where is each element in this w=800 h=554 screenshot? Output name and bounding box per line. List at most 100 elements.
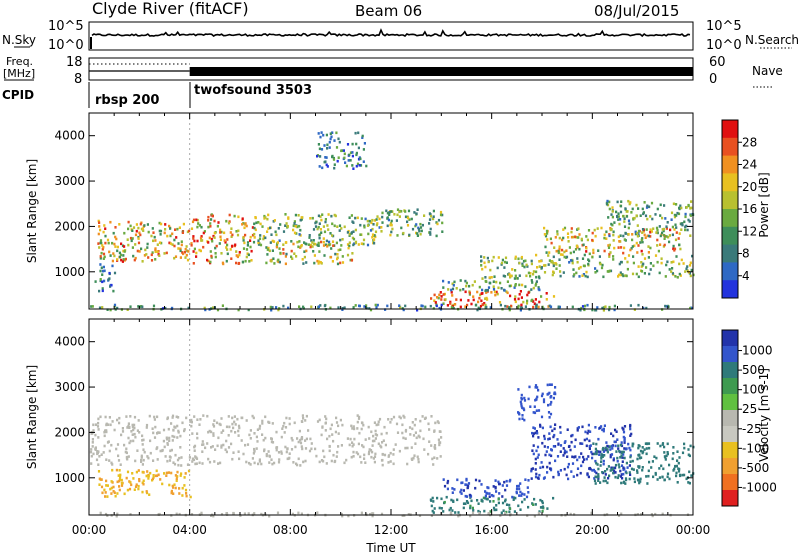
heatmap-cell <box>114 494 117 498</box>
heatmap-cell <box>634 232 637 236</box>
heatmap-cell <box>637 207 640 210</box>
heatmap-cell <box>631 238 634 242</box>
heatmap-cell <box>465 500 469 503</box>
heatmap-cell <box>225 439 228 443</box>
heatmap-cell <box>101 269 105 273</box>
heatmap-cell <box>106 495 109 498</box>
heatmap-cell <box>622 472 625 476</box>
heatmap-cell <box>537 275 541 278</box>
heatmap-cell <box>324 218 327 221</box>
heatmap-cell <box>424 305 427 309</box>
heatmap-cell <box>198 224 201 227</box>
heatmap-cell <box>687 203 690 207</box>
heatmap-cell <box>112 289 115 293</box>
heatmap-cell <box>104 227 107 230</box>
heatmap-cell <box>174 474 177 477</box>
heatmap-cell <box>266 230 269 233</box>
heatmap-cell <box>302 417 305 420</box>
heatmap-cell <box>122 254 125 257</box>
heatmap-cell <box>440 298 443 301</box>
heatmap-cell <box>691 254 694 258</box>
heatmap-cell <box>280 435 283 439</box>
heatmap-cell <box>201 239 204 242</box>
heatmap-cell <box>208 236 211 240</box>
heatmap-cell <box>496 292 499 296</box>
heatmap-cell <box>100 251 103 255</box>
heatmap-cell <box>136 429 139 432</box>
heatmap-cell <box>454 511 457 514</box>
heatmap-cell <box>665 235 668 238</box>
heatmap-cell <box>111 468 114 472</box>
heatmap-cell <box>165 471 168 475</box>
heatmap-cell <box>209 222 212 225</box>
heatmap-cell <box>603 454 606 457</box>
heatmap-cell <box>570 470 573 473</box>
heatmap-cell <box>446 304 449 307</box>
heatmap-cell <box>665 227 668 230</box>
heatmap-cell <box>628 464 631 467</box>
heatmap-cell <box>451 491 454 494</box>
heatmap-cell <box>601 263 604 267</box>
heatmap-cell <box>548 259 551 262</box>
heatmap-cell <box>204 308 207 312</box>
heatmap-cell <box>573 273 576 276</box>
heatmap-cell <box>408 218 411 221</box>
heatmap-cell <box>435 221 438 224</box>
heatmap-cell <box>490 291 493 294</box>
heatmap-cell <box>592 248 595 252</box>
heatmap-cell <box>585 250 588 253</box>
heatmap-cell <box>152 304 156 308</box>
heatmap-cell <box>520 494 523 497</box>
heatmap-cell <box>662 467 665 471</box>
heatmap-cell <box>497 497 500 501</box>
heatmap-cell <box>275 306 278 309</box>
heatmap-cell <box>248 260 251 263</box>
heatmap-cell <box>420 229 423 233</box>
heatmap-cell <box>238 261 241 265</box>
heatmap-cell <box>489 306 492 309</box>
heatmap-cell <box>570 235 574 239</box>
heatmap-cell <box>236 417 239 421</box>
heatmap-cell <box>607 465 610 468</box>
heatmap-cell <box>604 479 607 483</box>
heatmap-cell <box>489 268 492 272</box>
heatmap-cell <box>609 251 612 254</box>
heatmap-cell <box>270 437 273 440</box>
heatmap-cell <box>606 444 609 448</box>
heatmap-cell <box>103 444 106 448</box>
heatmap-cell <box>552 396 555 400</box>
heatmap-cell <box>254 216 257 219</box>
heatmap-cell <box>563 250 566 254</box>
heatmap-cell <box>565 255 569 259</box>
heatmap-cell <box>661 512 664 516</box>
heatmap-cell <box>255 221 258 225</box>
heatmap-cell <box>610 222 613 226</box>
heatmap-cell <box>118 255 122 259</box>
heatmap-cell <box>368 437 371 440</box>
heatmap-cell <box>375 306 378 309</box>
nsky-label: N.Sky <box>2 33 36 47</box>
heatmap-cell <box>521 406 524 410</box>
heatmap-cell <box>647 256 650 259</box>
heatmap-cell <box>563 451 566 455</box>
heatmap-cell <box>392 415 396 419</box>
heatmap-cell <box>134 485 138 488</box>
heatmap-cell <box>679 204 682 208</box>
heatmap-cell <box>361 134 364 138</box>
heatmap-cell <box>609 448 612 451</box>
heatmap-cell <box>101 280 104 284</box>
heatmap-cell <box>249 239 252 242</box>
heatmap-cell <box>168 483 171 487</box>
heatmap-cell <box>625 274 628 278</box>
heatmap-cell <box>245 255 248 259</box>
heatmap-cell <box>578 455 581 459</box>
heatmap-cell <box>161 482 164 486</box>
heatmap-cell <box>175 479 178 482</box>
heatmap-cell <box>487 286 491 289</box>
heatmap-cell <box>331 260 334 263</box>
heatmap-cell <box>273 262 276 265</box>
heatmap-cell <box>199 249 202 253</box>
heatmap-cell <box>375 423 378 427</box>
heatmap-cell <box>580 306 583 310</box>
heatmap-cell <box>664 456 667 459</box>
